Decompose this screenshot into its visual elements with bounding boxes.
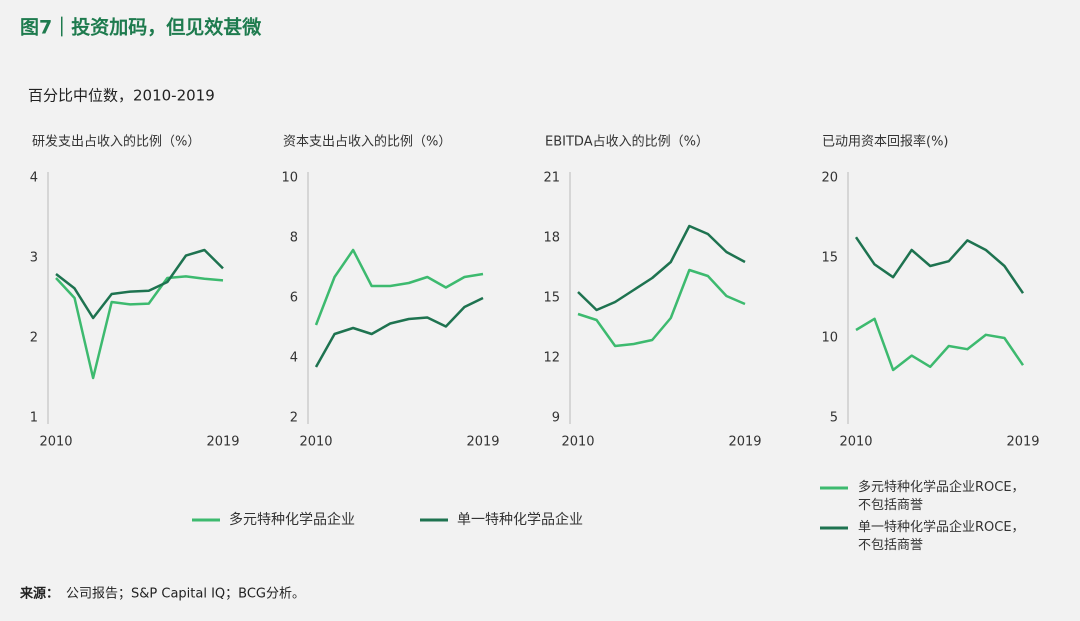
y-tick-label: 12: [543, 351, 560, 366]
y-tick-label: 5: [830, 411, 838, 426]
x-tick-label: 2010: [561, 435, 594, 450]
data-line: 多元特种化学品企业: [55, 275, 224, 380]
x-tick-label: 2019: [206, 435, 239, 450]
y-tick-label: 10: [821, 331, 838, 346]
y-tick-label: 4: [30, 171, 38, 186]
data-line: 单一特种化学品企业ROCE， 不包括商誉: [854, 236, 1025, 294]
x-tick-label: 2019: [1006, 435, 1039, 450]
x-tick-label: 2019: [728, 435, 761, 450]
x-tick-label: 2019: [466, 435, 499, 450]
x-tick-label: 2010: [39, 435, 72, 450]
x-tick-label: 2010: [299, 435, 332, 450]
legend-label: 单一特种化学品企业: [457, 511, 583, 528]
y-tick-label: 6: [290, 291, 298, 306]
chart-title: 研发支出占收入的比例（%）: [32, 134, 200, 150]
data-line: 多元特种化学品企业: [314, 248, 484, 326]
legend-label: 多元特种化学品企业: [229, 511, 355, 528]
y-tick-label: 15: [821, 251, 838, 266]
y-tick-label: 4: [290, 351, 298, 366]
y-tick-label: 8: [290, 231, 298, 246]
chart-title: 已动用资本回报率(%): [822, 134, 949, 150]
data-line: 单一特种化学品企业: [314, 296, 484, 368]
figure-title: 图7｜投资加码，但见效甚微: [20, 16, 262, 39]
x-tick-label: 2010: [839, 435, 872, 450]
source-label: 来源：: [19, 586, 59, 602]
y-tick-label: 2: [30, 331, 38, 346]
y-tick-label: 2: [290, 411, 298, 426]
legend-label: 单一特种化学品企业ROCE， 不包括商誉: [858, 520, 1025, 553]
y-tick-label: 20: [821, 171, 838, 186]
chart-title: 资本支出占收入的比例（%）: [283, 134, 451, 150]
y-tick-label: 3: [30, 251, 38, 266]
subtitle: 百分比中位数，2010-2019: [28, 87, 215, 105]
data-line: 单一特种化学品企业: [577, 224, 746, 312]
y-tick-label: 15: [543, 291, 560, 306]
y-tick-label: 21: [543, 171, 560, 186]
y-tick-label: 1: [30, 411, 38, 426]
y-tick-label: 9: [552, 411, 560, 426]
chart-title: EBITDA占收入的比例（%）: [545, 134, 709, 150]
data-line: 多元特种化学品企业: [577, 268, 746, 348]
y-tick-label: 18: [543, 231, 560, 246]
data-line: 多元特种化学品企业ROCE， 不包括商誉: [855, 317, 1025, 372]
y-tick-label: 10: [281, 171, 298, 186]
legend-label: 多元特种化学品企业ROCE， 不包括商誉: [858, 480, 1025, 513]
source: 公司报告；S&P Capital IQ；BCG分析。: [66, 587, 305, 602]
data-line: 单一特种化学品企业: [55, 248, 224, 320]
